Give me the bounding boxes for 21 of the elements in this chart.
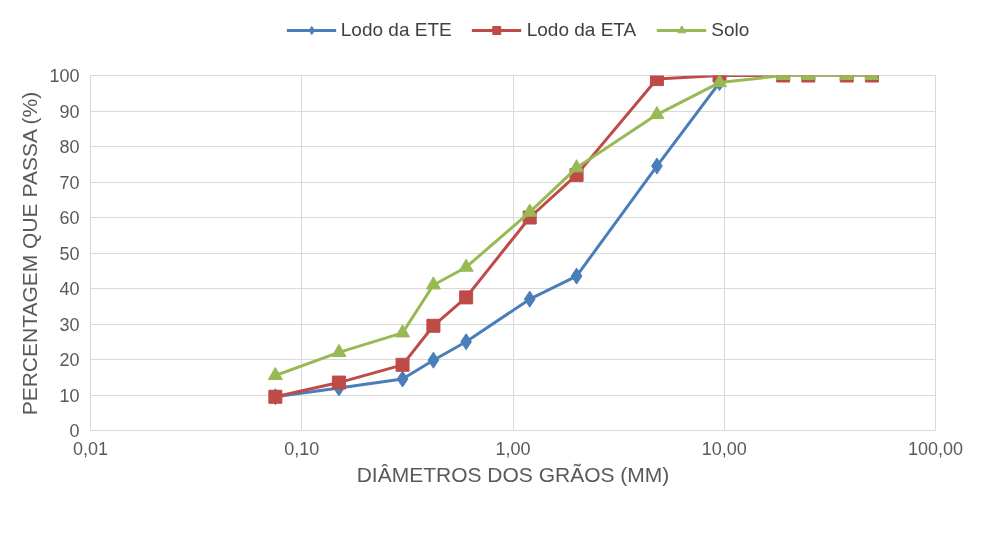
y-axis-title: PERCENTAGEM QUE PASSA (%) xyxy=(18,91,42,416)
y-tick-label: 90 xyxy=(59,101,80,122)
y-tick-label: 40 xyxy=(59,279,80,299)
x-axis-title: DIÂMETROS DOS GRÃOS (MM) xyxy=(356,462,670,486)
y-tick-label: 10 xyxy=(59,385,80,406)
y-tick-label: 30 xyxy=(59,314,80,335)
legend-label: Lodo da ETA xyxy=(526,19,637,41)
y-tick-label: 80 xyxy=(59,137,80,157)
y-tick-label: 70 xyxy=(59,172,80,193)
y-tick-label: 50 xyxy=(59,243,80,264)
y-tick-label: 0 xyxy=(69,421,80,441)
x-tick-label: 10,00 xyxy=(701,438,747,459)
x-tick-label: 0,01 xyxy=(72,438,109,459)
x-tick-label: 0,10 xyxy=(284,438,320,459)
x-tick-label: 100,00 xyxy=(907,438,964,459)
legend-label: Solo xyxy=(711,19,750,41)
y-tick-label: 60 xyxy=(59,208,80,228)
y-tick-label: 20 xyxy=(59,350,80,370)
y-tick-label: 100 xyxy=(49,66,80,86)
legend-label: Lodo da ETE xyxy=(340,19,452,41)
x-tick-label: 1,00 xyxy=(495,438,531,459)
